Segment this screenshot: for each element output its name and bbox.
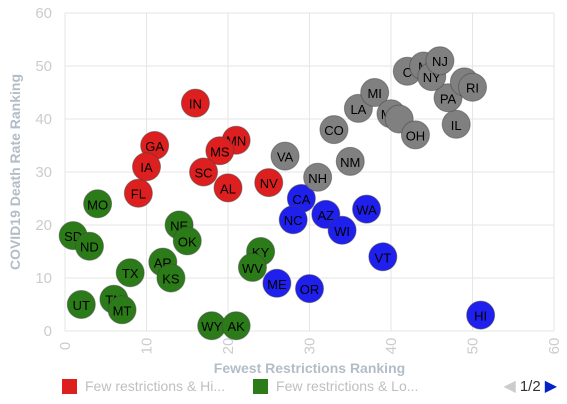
point-label-mo: MO xyxy=(87,197,108,212)
point-label-nh: NH xyxy=(308,171,327,186)
point-ok xyxy=(172,226,202,256)
point-label-va: VA xyxy=(277,150,294,165)
point-nd xyxy=(74,231,104,261)
legend-swatch-red xyxy=(62,378,77,394)
legend-item-green[interactable]: Few restrictions & Lo... xyxy=(253,378,418,394)
point-label-ca: CA xyxy=(292,192,310,207)
point-ak xyxy=(221,311,251,341)
point-label-ri: RI xyxy=(466,81,479,96)
point-label-ia: IA xyxy=(140,160,153,175)
x-tick-label: 40 xyxy=(383,338,400,355)
point-hi xyxy=(466,300,496,330)
point-label-il: IL xyxy=(451,118,462,133)
y-axis-title: COVID19 Death Rate Ranking xyxy=(7,74,23,270)
point-al xyxy=(213,173,243,203)
point-label-ut: UT xyxy=(73,298,90,313)
point-wi xyxy=(327,215,357,245)
point-in xyxy=(180,88,210,118)
point-label-wv: WV xyxy=(242,261,263,276)
point-fl xyxy=(123,178,153,208)
point-il xyxy=(441,109,471,139)
point-label-al: AL xyxy=(220,181,236,196)
point-vt xyxy=(368,242,398,272)
point-label-or: OR xyxy=(300,282,320,297)
point-label-la: LA xyxy=(350,102,366,117)
legend-page-indicator: 1/2 xyxy=(519,377,541,395)
legend-swatch-green xyxy=(253,378,269,394)
triangle-right-icon[interactable]: ▶ xyxy=(544,378,557,395)
point-label-oh: OH xyxy=(406,128,426,143)
point-sc xyxy=(189,157,219,187)
x-tick-label: 60 xyxy=(546,338,563,355)
y-tick-label: 40 xyxy=(35,111,52,128)
legend-label-red: Few restrictions & Hi... xyxy=(85,378,226,394)
point-label-pa: PA xyxy=(440,91,457,106)
point-label-vt: VT xyxy=(375,250,392,265)
point-ut xyxy=(66,290,96,319)
point-label-ok: OK xyxy=(178,234,197,249)
y-tick-label: 50 xyxy=(35,58,52,75)
point-ri xyxy=(458,72,487,102)
x-tick-label: 10 xyxy=(139,338,156,355)
triangle-left-icon[interactable]: ◀ xyxy=(503,378,516,395)
point-nv xyxy=(254,168,284,198)
point-mo xyxy=(83,189,113,219)
point-co xyxy=(319,115,349,145)
legend: Few restrictions & Hi... Few restriction… xyxy=(62,376,557,396)
legend-item-red[interactable]: Few restrictions & Hi... xyxy=(62,378,225,394)
point-label-ak: AK xyxy=(227,319,245,334)
point-label-ks: KS xyxy=(162,272,180,287)
point-label-sc: SC xyxy=(195,166,213,181)
point-label-nv: NV xyxy=(260,176,278,191)
point-label-wy: WY xyxy=(201,319,222,334)
point-label-wa: WA xyxy=(356,203,377,218)
point-label-az: AZ xyxy=(317,208,334,223)
point-label-me: ME xyxy=(267,277,287,292)
point-mi xyxy=(360,78,390,107)
point-label-tx: TX xyxy=(122,266,139,281)
point-label-mt: MT xyxy=(113,303,132,318)
point-ks xyxy=(156,263,186,293)
point-va xyxy=(270,141,300,171)
point-label-co: CO xyxy=(324,123,344,138)
point-label-fl: FL xyxy=(131,187,146,202)
point-oh xyxy=(400,120,430,150)
point-nj xyxy=(425,46,455,76)
point-mt xyxy=(107,295,137,325)
point-label-ga: GA xyxy=(145,139,164,154)
legend-label-green: Few restrictions & Lo... xyxy=(276,378,419,394)
point-me xyxy=(262,268,292,298)
point-wv xyxy=(237,252,267,282)
x-tick-label: 20 xyxy=(220,338,237,355)
y-tick-label: 0 xyxy=(44,323,52,340)
x-tick-label: 50 xyxy=(465,338,482,355)
legend-pagination: ◀ 1/2 ▶ xyxy=(504,376,557,396)
point-label-nj: NJ xyxy=(432,54,448,69)
point-label-nd: ND xyxy=(80,240,99,255)
point-nm xyxy=(335,146,365,176)
point-label-in: IN xyxy=(189,97,202,112)
y-tick-label: 30 xyxy=(35,164,52,181)
point-tx xyxy=(115,258,145,288)
point-label-wi: WI xyxy=(334,224,350,239)
point-wa xyxy=(352,194,382,224)
y-tick-label: 20 xyxy=(35,217,52,234)
point-ms xyxy=(205,136,235,166)
point-label-nc: NC xyxy=(284,213,303,228)
point-ia xyxy=(132,152,161,182)
x-axis-title: Fewest Restrictions Ranking xyxy=(214,360,405,376)
point-label-c: C xyxy=(403,65,412,80)
point-or xyxy=(295,274,324,304)
point-nc xyxy=(278,205,308,235)
x-tick-label: 30 xyxy=(302,338,319,355)
point-nh xyxy=(303,162,333,192)
y-tick-label: 60 xyxy=(35,5,52,22)
point-label-nm: NM xyxy=(340,155,360,170)
y-tick-label: 10 xyxy=(35,270,52,287)
point-label-mi: MI xyxy=(367,86,381,101)
point-label-hi: HI xyxy=(474,309,487,324)
point-label-ms: MS xyxy=(210,144,230,159)
x-tick-label: 0 xyxy=(57,342,74,350)
